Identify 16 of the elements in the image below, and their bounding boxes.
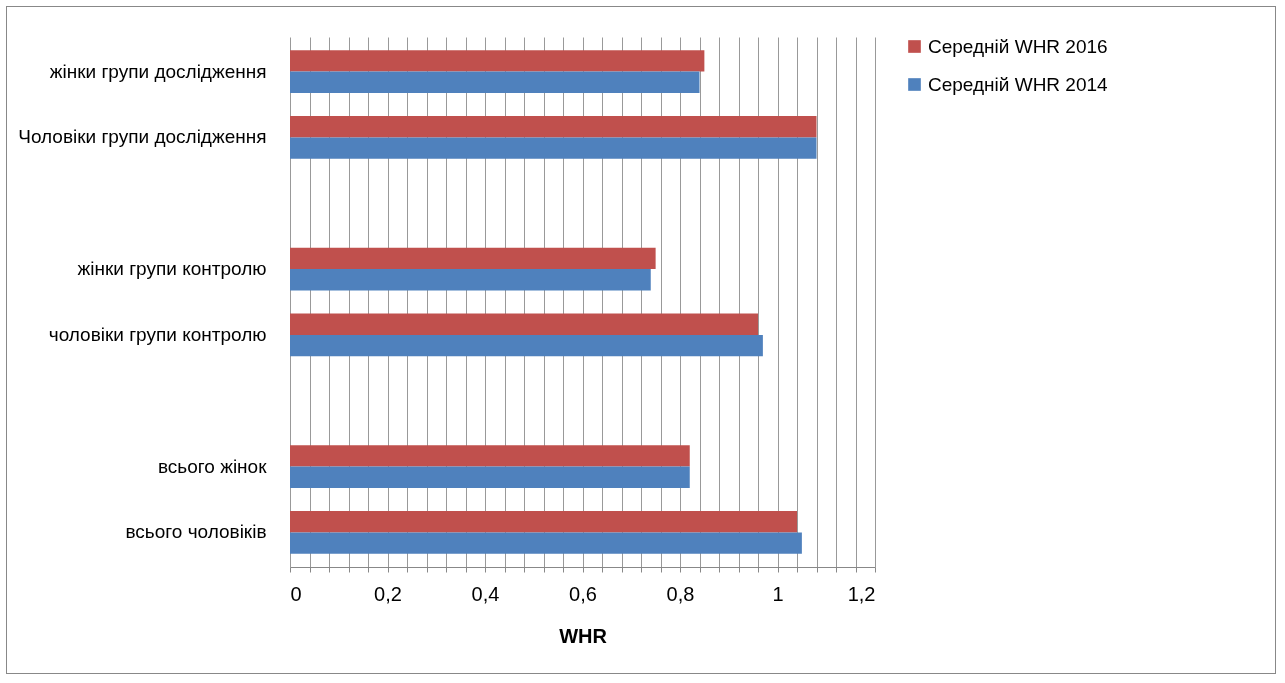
y-tick-label: чоловіки групи контролю	[48, 323, 267, 345]
x-tick-label: 0	[290, 582, 302, 605]
y-tick-label: жінки групи контролю	[77, 258, 267, 280]
x-tick-label: 0,6	[569, 582, 597, 605]
x-axis-title: WHR	[559, 624, 608, 647]
x-tick-label: 1	[772, 582, 784, 605]
y-tick-label: всього жінок	[157, 455, 268, 477]
legend-label: Середній WHR 2016	[928, 35, 1108, 57]
y-tick-label: всього чоловіків	[125, 521, 267, 543]
x-tick-label: 0,4	[471, 582, 500, 605]
y-tick-label: жінки групи дослідження	[49, 60, 267, 82]
x-tick-label: 1,2	[847, 582, 876, 605]
x-tick-label: 0,2	[374, 582, 402, 605]
y-tick-label: Чоловіки групи дослідження	[18, 126, 267, 148]
legend-label: Середній WHR 2014	[928, 73, 1109, 95]
x-tick-label: 0,8	[666, 582, 695, 605]
